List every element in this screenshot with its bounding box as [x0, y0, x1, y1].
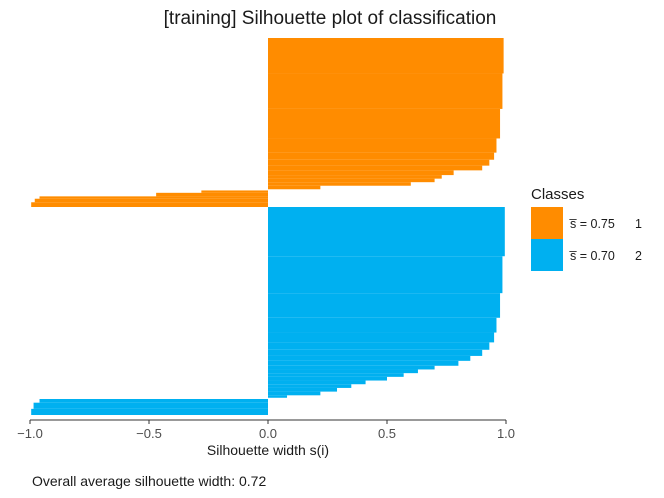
- x-tick-label-0: −1.0: [17, 426, 43, 441]
- overall-average-footnote: Overall average silhouette width: 0.72: [32, 473, 266, 489]
- x-axis: −1.0 −0.5 0.0 0.5 1.0: [17, 419, 515, 441]
- legend-class-2-label: 2: [635, 249, 642, 263]
- x-tick-label-2: 0.0: [259, 426, 277, 441]
- silhouette-bar-class-2-0: [268, 207, 505, 257]
- silhouette-bar-class-2-8: [268, 360, 459, 366]
- legend-mean-class-2: s̅ = 0.70: [569, 249, 615, 263]
- silhouette-bar-class-1-1: [268, 73, 503, 109]
- silhouette-bar-class-2-4: [268, 332, 495, 343]
- silhouette-bar-class-2-6: [268, 349, 483, 356]
- silhouette-bar-class-2-17: [268, 395, 288, 398]
- legend-mean-class-1: s̅ = 0.75: [569, 217, 615, 231]
- silhouette-bar-class-2-21: [31, 408, 268, 415]
- x-tick-label-1: −0.5: [136, 426, 162, 441]
- legend-swatch-class-2: [531, 239, 563, 271]
- silhouette-bar-class-2-2: [268, 293, 501, 318]
- silhouette-bar-class-2-7: [268, 355, 471, 361]
- legend-title: Classes: [531, 186, 584, 203]
- silhouette-bar-class-1-15: [39, 196, 268, 199]
- silhouette-bar-class-1-4: [268, 152, 495, 160]
- x-axis-label: Silhouette width s(i): [207, 442, 329, 458]
- silhouette-bar-class-2-3: [268, 317, 497, 333]
- silhouette-bar-class-2-13: [268, 380, 366, 385]
- silhouette-bar-class-1-6: [268, 165, 483, 171]
- silhouette-bar-class-1-13: [201, 190, 268, 193]
- silhouette-bar-class-2-10: [268, 369, 418, 374]
- silhouette-bar-class-2-20: [33, 402, 268, 409]
- bars-group: [31, 38, 505, 415]
- silhouette-bar-class-1-7: [268, 170, 454, 176]
- silhouette-bar-class-1-3: [268, 138, 497, 153]
- silhouette-bar-class-2-11: [268, 373, 404, 377]
- silhouette-bar-class-1-17: [31, 202, 268, 207]
- legend-class-1-label: 1: [635, 217, 642, 231]
- silhouette-bar-class-2-19: [39, 399, 268, 403]
- silhouette-bar-class-2-9: [268, 365, 435, 370]
- x-tick-label-4: 1.0: [497, 426, 515, 441]
- silhouette-bar-class-1-0: [268, 38, 504, 74]
- silhouette-bar-class-1-16: [34, 198, 269, 203]
- silhouette-bar-class-2-12: [268, 376, 387, 381]
- silhouette-bar-class-2-5: [268, 342, 490, 350]
- silhouette-bar-class-2-15: [268, 387, 338, 392]
- silhouette-bar-class-1-10: [268, 182, 411, 186]
- legend-swatch-class-1: [531, 207, 563, 239]
- silhouette-bar-class-2-14: [268, 384, 352, 388]
- silhouette-bar-class-2-1: [268, 256, 503, 294]
- silhouette-bar-class-1-14: [156, 192, 268, 197]
- legend: Classes s̅ = 0.75 1 s̅ = 0.70 2: [531, 186, 642, 271]
- silhouette-bar-class-1-11: [268, 185, 321, 190]
- silhouette-bar-class-1-2: [268, 108, 501, 139]
- silhouette-bar-class-1-9: [268, 178, 435, 183]
- silhouette-bar-class-2-16: [268, 391, 321, 396]
- silhouette-bar-class-1-5: [268, 159, 490, 166]
- x-tick-label-3: 0.5: [378, 426, 396, 441]
- chart-title: [training] Silhouette plot of classifica…: [164, 8, 497, 29]
- silhouette-bar-class-1-8: [268, 175, 442, 179]
